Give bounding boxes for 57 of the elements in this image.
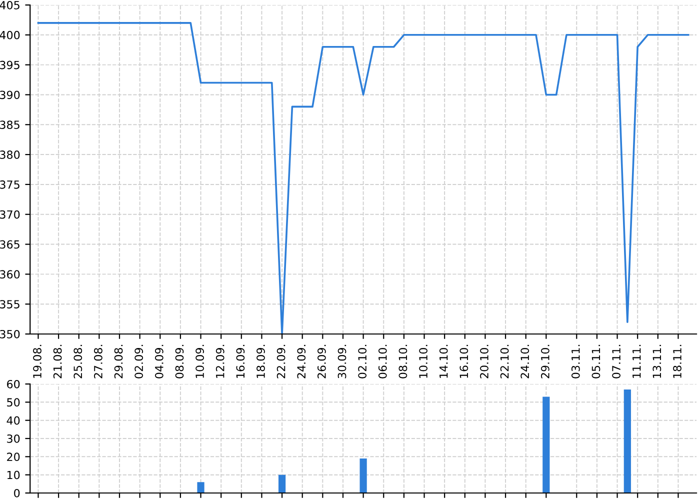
y-tick-label: 360 <box>0 270 20 279</box>
x-tick-label: 24.09. <box>297 344 306 378</box>
x-tick-label: 18.09. <box>256 344 265 378</box>
y-tick-label: 60 <box>7 380 20 388</box>
y-tick-label: 380 <box>0 150 20 159</box>
x-tick-label: 08.09. <box>175 344 184 378</box>
y-tick-label: 365 <box>0 240 20 249</box>
x-tick-label: 22.10. <box>500 344 509 378</box>
x-tick-label: 16.10. <box>460 344 468 378</box>
y-tick-label: 375 <box>0 180 20 189</box>
x-tick-label: 20.10. <box>480 344 488 378</box>
x-tick-label: 12.09. <box>216 344 224 378</box>
x-tick-label: 08.10. <box>398 344 408 378</box>
x-tick-label: 02.10. <box>358 344 367 378</box>
x-tick-label: 29.08. <box>114 344 123 378</box>
x-tick-label: 22.09. <box>276 344 286 378</box>
x-tick-label: 27.08. <box>94 344 102 378</box>
x-tick-label: 14.10. <box>439 344 448 378</box>
y-tick-label: 50 <box>7 398 20 407</box>
x-tick-label: 06.10. <box>378 344 387 378</box>
x-tick-label: 10.10. <box>419 344 428 378</box>
line-series <box>37 22 690 334</box>
x-tick-label: 10.09. <box>196 344 204 378</box>
y-tick-label: 370 <box>0 210 20 219</box>
bar <box>278 474 286 493</box>
y-tick-label: 10 <box>7 470 20 480</box>
x-tick-label: 05.11. <box>592 344 600 378</box>
y-tick-label: 30 <box>7 434 20 443</box>
y-tick-label: 0 <box>14 488 20 498</box>
x-tick-label: 21.08. <box>53 344 62 378</box>
y-tick-label: 350 <box>0 330 20 338</box>
bar <box>624 389 631 493</box>
y-tick-label: 385 <box>0 120 20 130</box>
x-tick-label: 16.09. <box>236 344 245 378</box>
y-tick-label: 20 <box>7 452 20 462</box>
x-tick-label: 02.09. <box>134 344 144 378</box>
x-tick-label: 11.11. <box>632 344 641 378</box>
x-tick-label: 18.11. <box>673 344 682 378</box>
y-tick-label: 390 <box>0 90 20 100</box>
y-tick-label: 395 <box>0 60 20 70</box>
x-tick-label: 13.11. <box>652 344 662 378</box>
y-tick-label: 400 <box>0 30 20 40</box>
x-tick-label: 03.11. <box>571 344 580 378</box>
bar <box>197 482 204 493</box>
x-tick-label: 26.09. <box>317 344 326 378</box>
bar <box>542 396 550 493</box>
x-tick-label: 29.10. <box>540 344 550 378</box>
y-tick-label: 40 <box>6 416 20 425</box>
x-tick-label: 25.08. <box>74 344 82 378</box>
x-tick-label: 19.08. <box>33 344 42 378</box>
x-tick-label: 30.09. <box>338 344 346 378</box>
x-tick-label: 24.10. <box>520 344 530 378</box>
bar <box>360 458 367 493</box>
y-tick-label: 355 <box>0 300 20 308</box>
x-tick-label: 04.09. <box>154 344 164 378</box>
x-tick-label: 07.11. <box>612 344 620 378</box>
y-tick-label: 405 <box>0 0 20 10</box>
